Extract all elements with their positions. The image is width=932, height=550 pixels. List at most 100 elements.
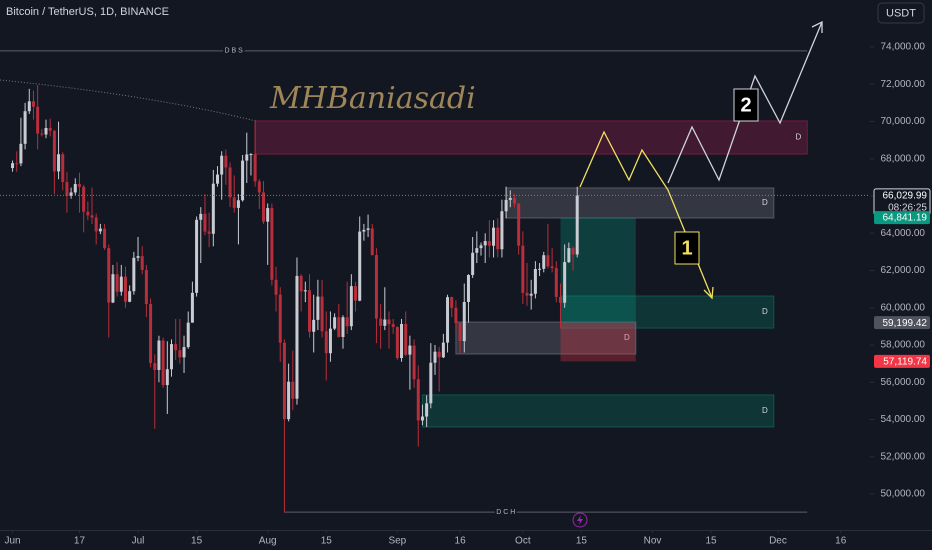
candle-body (500, 211, 504, 250)
candle-body (282, 342, 286, 420)
zone (254, 120, 808, 155)
candle-body (140, 256, 144, 270)
candle-body (308, 290, 312, 332)
price-tag (874, 211, 930, 225)
candle-body (123, 276, 127, 302)
candle-body (303, 290, 307, 292)
x-tick-label: 15 (576, 536, 588, 547)
currency-button[interactable] (877, 2, 925, 24)
candle-body (466, 274, 470, 302)
candle-body (433, 351, 437, 363)
candle-body (425, 403, 429, 417)
candle-body (492, 227, 496, 246)
candle-body (312, 319, 316, 332)
label-1: 1 (681, 237, 692, 259)
y-tick-label: 58,000.00 (881, 340, 926, 351)
candle-body (287, 381, 291, 420)
candle-body (508, 198, 512, 200)
candle-body (178, 350, 182, 358)
x-tick-label: Aug (259, 536, 277, 547)
currency-label[interactable]: USDT (886, 7, 916, 19)
arrowhead-1 (703, 286, 714, 300)
candle-body (320, 296, 324, 332)
candle-body (232, 197, 236, 208)
candle-body (512, 198, 516, 204)
candle-body (387, 319, 391, 325)
candle-body (203, 213, 207, 232)
y-tick-label: 62,000.00 (881, 265, 926, 276)
candle-body (19, 143, 23, 164)
x-tick-label: 16 (835, 536, 847, 547)
candle-body (341, 317, 345, 338)
candle-body (241, 160, 245, 201)
candle-body (207, 231, 211, 234)
y-tick-label: 74,000.00 (881, 42, 926, 53)
x-tick-label: 15 (191, 536, 203, 547)
x-tick-label: Nov (644, 536, 662, 547)
price-tag (874, 316, 930, 330)
candle-body (249, 154, 253, 156)
candle-body (215, 174, 220, 184)
projection-1 (579, 130, 713, 299)
candle-body (262, 192, 266, 222)
level-label: D B S (224, 48, 243, 55)
price-tag-label: 59,199.42 (883, 318, 928, 329)
candle-body (11, 163, 15, 169)
candle-body (525, 292, 529, 296)
y-tick-label: 70,000.00 (881, 116, 926, 127)
candle-body (538, 268, 542, 270)
candle-body (23, 111, 27, 144)
candle-body (546, 255, 550, 267)
candle-body (77, 184, 81, 187)
label-box-1 (674, 231, 700, 265)
zone-label: D (762, 198, 768, 207)
event-icon[interactable] (572, 512, 588, 528)
price-axis (870, 0, 932, 550)
candle-body (224, 155, 228, 168)
candle-body (220, 155, 224, 175)
candle-body (324, 331, 328, 354)
x-tick-label: 16 (455, 536, 467, 547)
zone-label: D (624, 333, 630, 342)
candle-body (416, 379, 420, 421)
zone (505, 187, 775, 219)
candle-body (136, 256, 140, 258)
candle-body (270, 208, 274, 280)
candle-body (441, 342, 445, 358)
candle-body (450, 297, 454, 308)
candle-body (52, 130, 56, 172)
y-tick-label: 60,000.00 (881, 302, 926, 313)
position-target (560, 217, 636, 323)
x-tick-label: Jul (132, 536, 145, 547)
candle-body (36, 106, 40, 134)
candle-body (98, 228, 102, 232)
candle-body (73, 184, 77, 193)
candle-body (132, 257, 136, 292)
label-box-2 (733, 88, 759, 122)
price-tag-label: 57,119.74 (883, 357, 927, 368)
y-tick-label: 64,000.00 (881, 228, 926, 239)
candle-body (420, 416, 424, 421)
x-tick-label: 15 (705, 536, 717, 547)
candle-body (90, 215, 94, 218)
candle-body (236, 200, 240, 208)
candle-body (349, 286, 353, 327)
candle-body (119, 276, 123, 292)
candle-body (149, 304, 153, 364)
candle-body (362, 229, 366, 232)
candle-body (174, 344, 178, 351)
axis-layer: 74,000.00 72,000.00 70,000.00 68,000.00 66,0… (4, 42, 931, 547)
candle-body (27, 101, 31, 112)
candle-body (103, 228, 107, 249)
event-bolt (577, 515, 583, 525)
x-tick-label: Sep (388, 536, 406, 547)
candle-body (82, 186, 86, 212)
candle-body (521, 245, 525, 293)
y-tick-label: 68,000.00 (881, 153, 926, 164)
candle-body (57, 154, 61, 172)
y-tick-label: 54,000.00 (881, 414, 926, 425)
candle-body (190, 292, 194, 323)
price-tag-label: 66,029.99 (883, 191, 928, 202)
candle-body (517, 203, 521, 246)
candle-body (563, 262, 567, 303)
